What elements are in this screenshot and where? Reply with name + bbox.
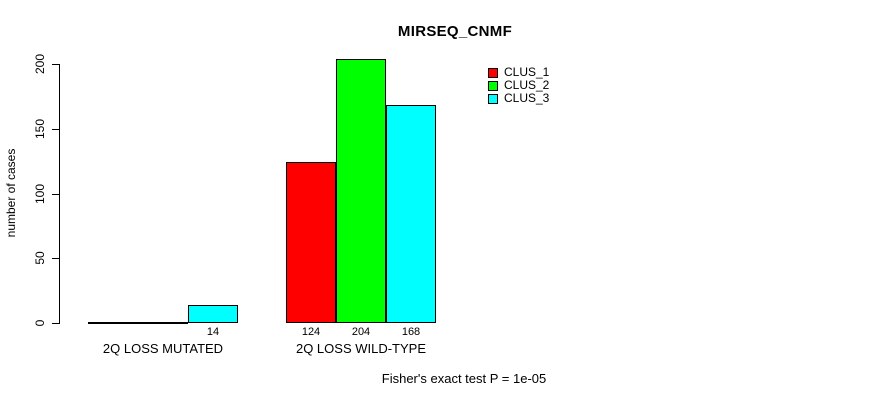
y-axis-label: number of cases <box>4 148 18 238</box>
y-tick-label: 200 <box>33 53 47 75</box>
y-tick-mark <box>52 258 59 259</box>
legend-swatch-icon <box>488 80 498 91</box>
y-axis-line <box>59 64 60 324</box>
bar-value-label: 14 <box>206 326 220 338</box>
category-label: 2Q LOSS WILD-TYPE <box>295 341 427 356</box>
legend-swatch-icon <box>488 67 498 78</box>
y-tick-label: 0 <box>33 319 47 327</box>
bar-value-label: 204 <box>351 326 371 338</box>
legend-label: CLUS_2 <box>504 78 550 92</box>
bar-CLUS_2-2Q LOSS WILD-TYPE <box>336 59 386 323</box>
y-tick-label: 100 <box>33 183 47 205</box>
y-tick-mark <box>52 64 59 65</box>
fisher-test-annotation: Fisher's exact test P = 1e-05 <box>381 371 547 386</box>
y-tick-label: 150 <box>33 118 47 140</box>
zero-height-bar <box>138 322 188 324</box>
legend-item-CLUS_1: CLUS_1 <box>488 66 549 79</box>
bar-CLUS_1-2Q LOSS WILD-TYPE <box>286 162 336 323</box>
legend-item-CLUS_2: CLUS_2 <box>488 79 549 92</box>
legend-item-CLUS_3: CLUS_3 <box>488 92 549 105</box>
category-label: 2Q LOSS MUTATED <box>102 341 224 356</box>
y-tick-label: 50 <box>33 251 47 265</box>
chart-title: MIRSEQ_CNMF <box>397 23 513 40</box>
bar-value-label: 124 <box>301 326 321 338</box>
legend-swatch-icon <box>488 93 498 104</box>
y-tick-mark <box>52 194 59 195</box>
legend-label: CLUS_3 <box>504 91 550 105</box>
y-tick-mark <box>52 323 59 324</box>
legend: CLUS_1 CLUS_2 CLUS_3 <box>488 66 549 105</box>
bar-value-label: 168 <box>401 326 421 338</box>
zero-height-bar <box>88 322 138 324</box>
bar-CLUS_3-2Q LOSS MUTATED <box>188 305 238 323</box>
y-tick-mark <box>52 129 59 130</box>
legend-label: CLUS_1 <box>504 65 550 79</box>
bar-CLUS_3-2Q LOSS WILD-TYPE <box>386 105 436 323</box>
